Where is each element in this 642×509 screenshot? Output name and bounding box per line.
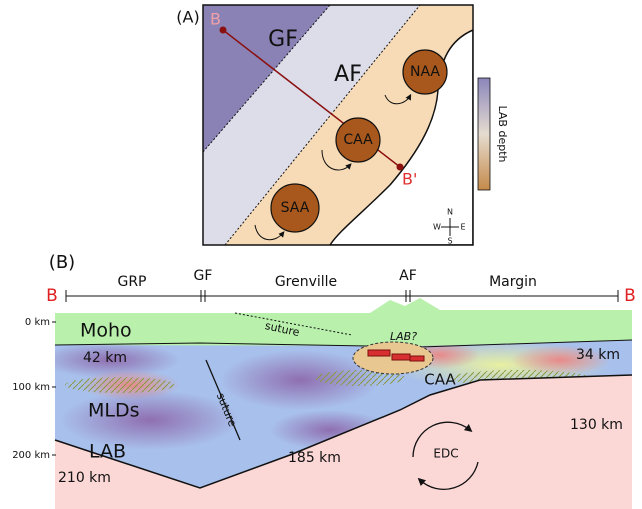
profile-start: B	[46, 286, 58, 306]
map	[203, 5, 473, 245]
compass-e: E	[460, 223, 465, 232]
scale-bar	[66, 290, 618, 302]
annotation: 34 km	[576, 347, 620, 363]
panel-label: (B)	[49, 252, 75, 273]
annotation: LAB	[89, 441, 126, 463]
annotation: 210 km	[58, 470, 111, 486]
anomaly-label: CAA	[343, 132, 373, 148]
fault-label: GF	[268, 27, 298, 52]
anomaly-label: SAA	[281, 200, 310, 216]
fault-label: AF	[334, 62, 362, 87]
colorbar-label: LAB depth	[496, 106, 509, 163]
point-label: B	[210, 10, 221, 29]
compass-w: W	[433, 223, 441, 232]
crust	[55, 298, 632, 346]
province: GRP	[117, 274, 146, 290]
annotation: LAB?	[390, 330, 417, 343]
compass-s: S	[447, 237, 452, 246]
compass-n: N	[447, 208, 453, 217]
annotation: Moho	[80, 320, 132, 342]
province: AF	[399, 268, 417, 284]
depth-axis: 0 km 100 km 200 km	[12, 317, 56, 461]
panel-label: (A)	[176, 8, 199, 27]
annotation: 185 km	[288, 450, 341, 466]
province: GF	[194, 268, 213, 284]
annotation: 130 km	[570, 417, 623, 433]
depth-label: 100 km	[12, 382, 50, 393]
annotation: 42 km	[83, 350, 127, 366]
depth-label: 0 km	[25, 317, 50, 328]
annotation: MLDs	[88, 400, 140, 422]
annotation: CAA	[424, 371, 456, 389]
figure: (A) B B' GF AF NAA CAA SAA LAB depth N S…	[0, 0, 642, 509]
annotation: EDC	[433, 447, 458, 461]
anomaly-label: NAA	[410, 64, 440, 80]
profile-end: B	[624, 286, 636, 306]
depth-label: 200 km	[12, 450, 50, 461]
point-label: B'	[402, 170, 417, 189]
colorbar	[478, 78, 490, 190]
province: Margin	[489, 274, 537, 290]
province: Grenville	[275, 274, 337, 290]
